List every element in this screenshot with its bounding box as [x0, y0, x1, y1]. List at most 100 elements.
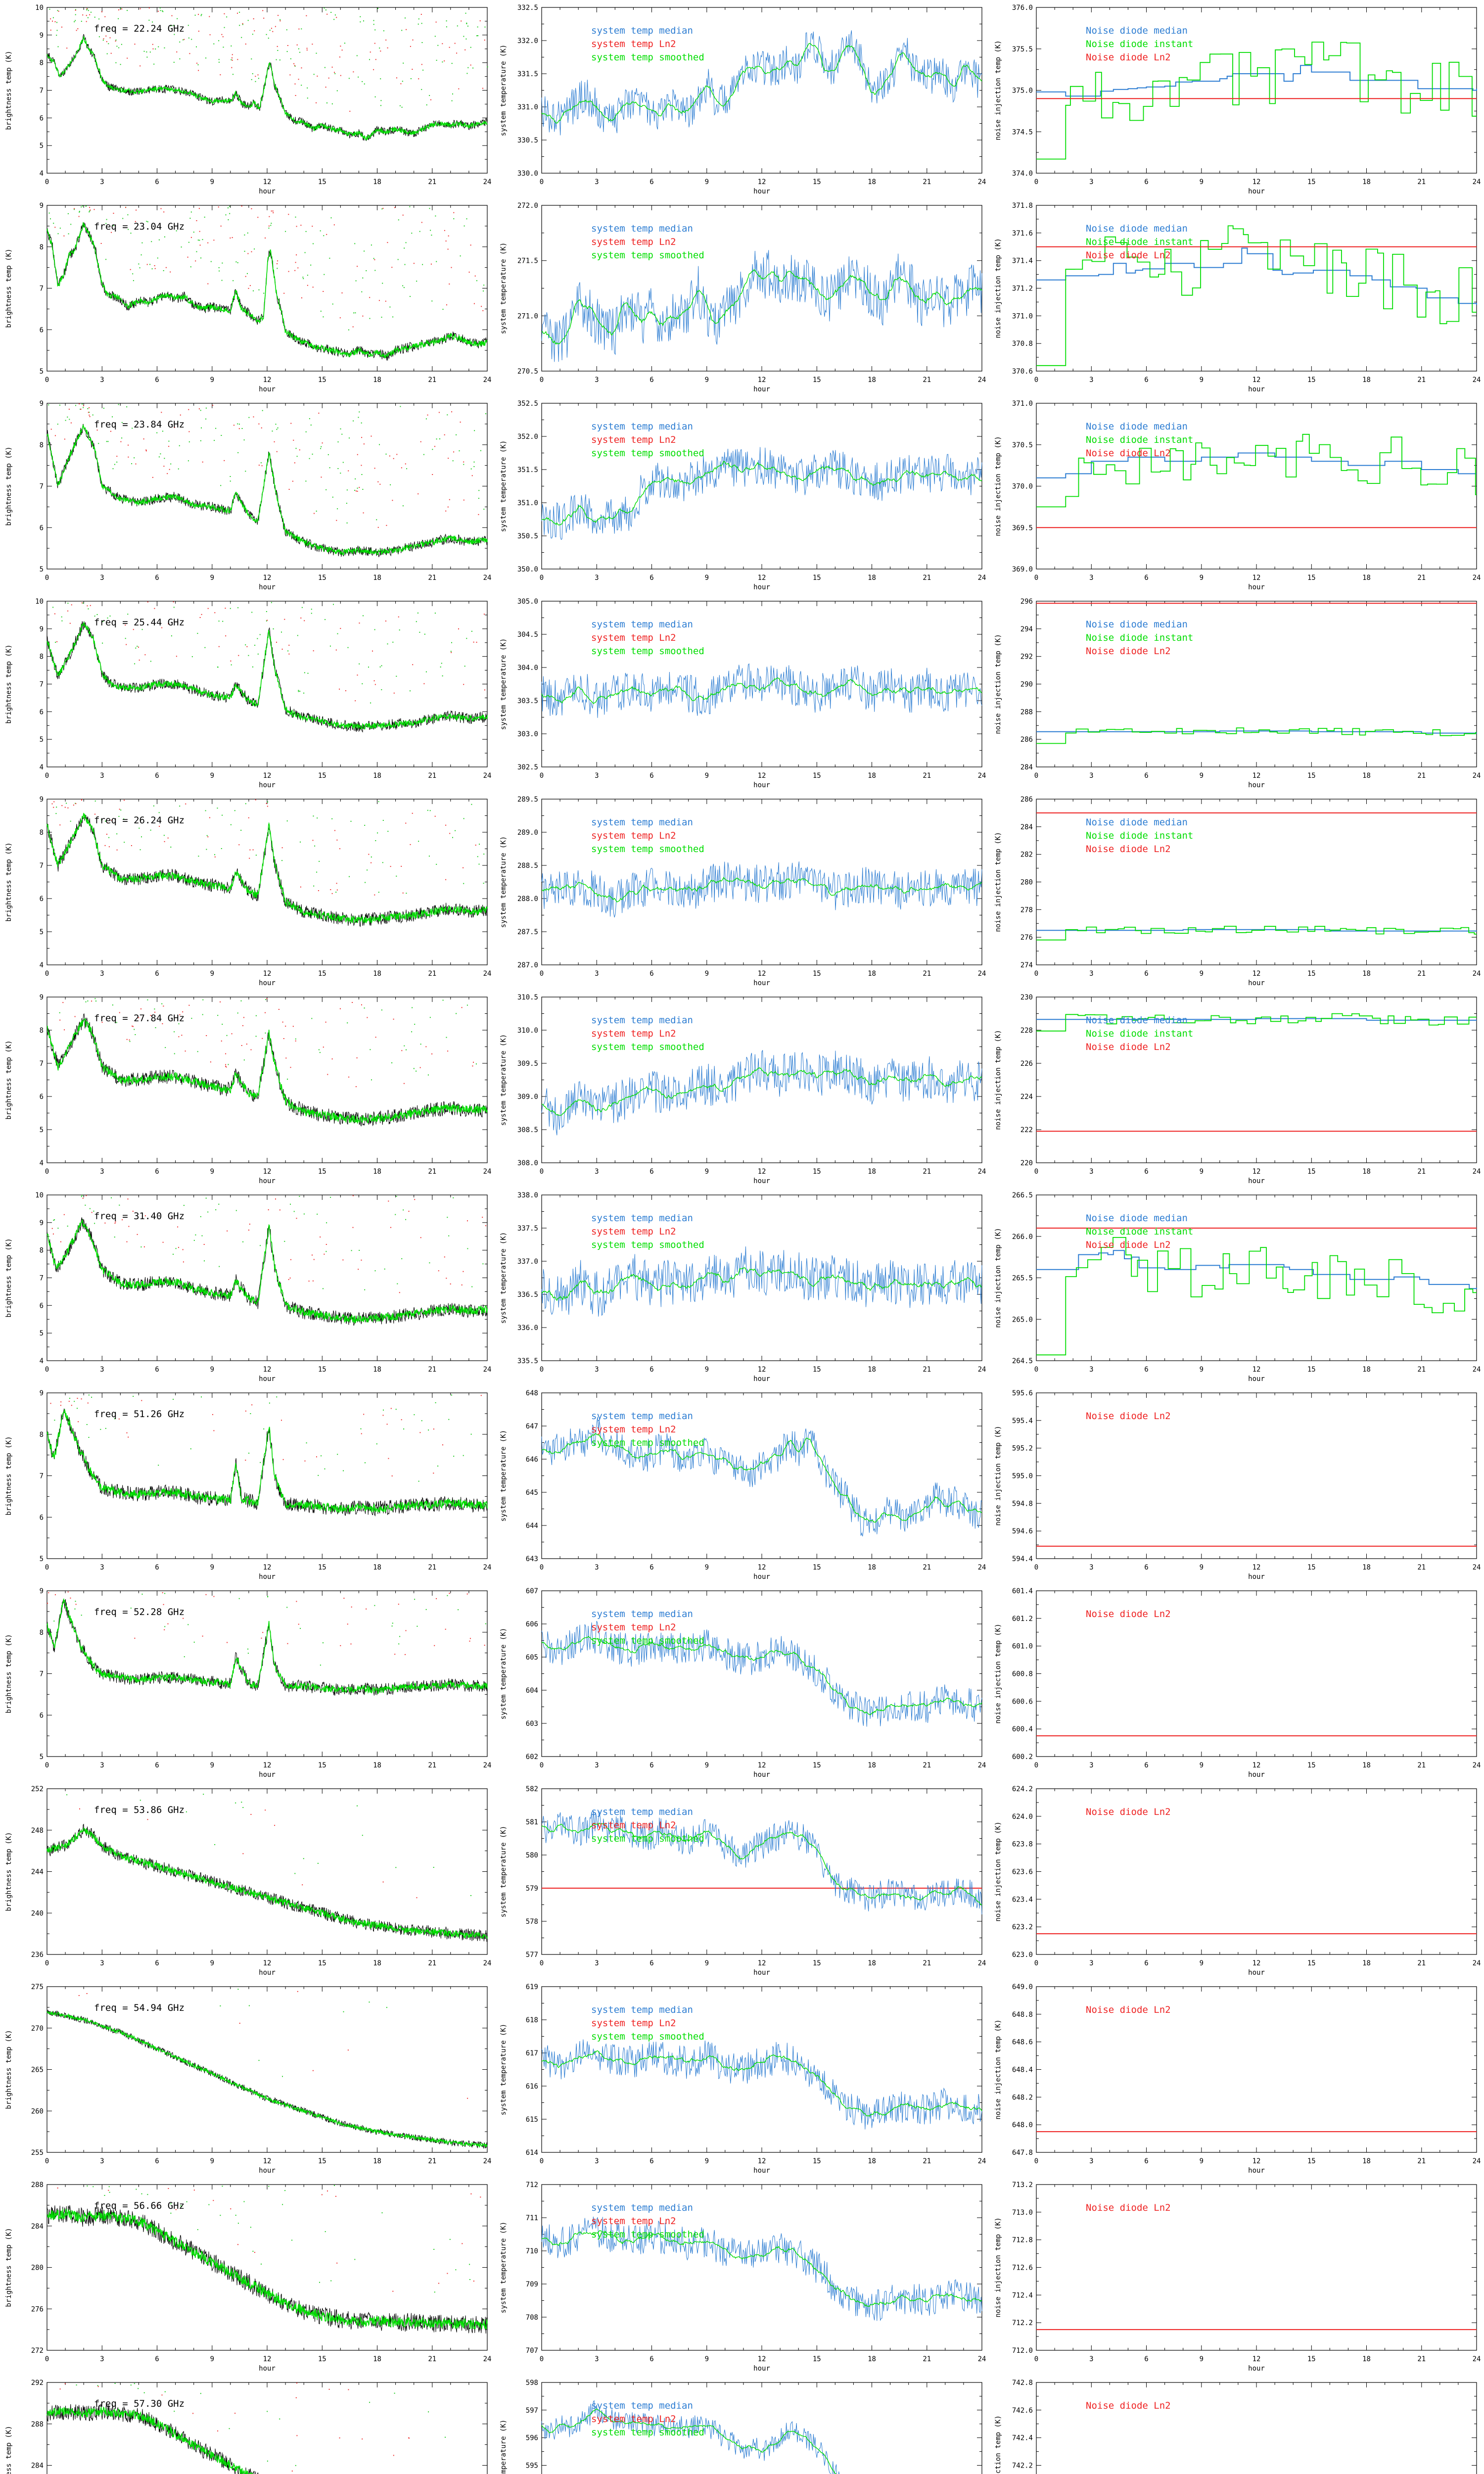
- panel-title: freq = 53.86 GHz: [94, 1805, 185, 1815]
- y-tick-label: 605: [526, 1654, 538, 1662]
- x-tick-label: 18: [1362, 970, 1371, 978]
- x-tick-label: 6: [1144, 178, 1148, 186]
- y-tick-label: 282: [1020, 851, 1033, 859]
- y-tick-label: 288: [31, 2421, 44, 2428]
- x-axis-label: hour: [1248, 979, 1265, 987]
- y-tick-label: 244: [31, 1868, 44, 1876]
- y-tick-label: 6: [40, 326, 44, 334]
- panel-r6-left: 0 3 6 9 12 15 18 21 24 hour 4 5 6 7 8 9 brightness temp …: [0, 990, 495, 1188]
- x-tick-label: 18: [1362, 1564, 1371, 1571]
- system-temp-smoothed-trace: [541, 1636, 982, 1715]
- x-tick-label: 18: [868, 1564, 876, 1571]
- x-axis-label: hour: [259, 1375, 276, 1383]
- x-tick-label: 21: [923, 2157, 931, 2165]
- y-tick-label: 9: [40, 625, 44, 633]
- x-tick-label: 21: [428, 574, 436, 582]
- y-tick-label: 265.5: [1012, 1275, 1033, 1283]
- chart-r8-right: 0 3 6 9 12 15 18 21 24 hour 594.4 594.6 594.8 595.0 59…: [994, 1389, 1481, 1581]
- x-tick-label: 6: [1144, 2355, 1148, 2363]
- brightness-raw-trace: [46, 1013, 488, 1127]
- legend-entry: Noise diode median: [1086, 619, 1188, 630]
- x-tick-label: 9: [210, 1168, 214, 1176]
- x-axis-label: hour: [259, 1573, 276, 1581]
- noise-diode-median-steps: [1036, 452, 1477, 478]
- y-tick-label: 595.0: [1012, 1473, 1033, 1480]
- y-tick-label: 710: [526, 2247, 538, 2255]
- y-tick-label: 371.0: [1012, 312, 1033, 320]
- legend-entry: Noise diode instant: [1086, 632, 1193, 643]
- y-tick-label: 8: [40, 1629, 44, 1637]
- legend-entry: system temp Ln2: [591, 39, 676, 49]
- system-temp-median-trace: [541, 447, 982, 540]
- y-tick-label: 742.6: [1012, 2407, 1033, 2415]
- panel-r9-left: 0 3 6 9 12 15 18 21 24 hour 5 6 7 8 9 brightness temp (…: [0, 1583, 495, 1781]
- y-tick-label: 266.0: [1012, 1233, 1033, 1241]
- panel-r8-right: 0 3 6 9 12 15 18 21 24 hour 594.4 594.6 594.8 595.0 59…: [989, 1385, 1484, 1583]
- x-tick-label: 0: [1034, 772, 1038, 780]
- y-tick-label: 337.5: [517, 1225, 538, 1233]
- x-tick-label: 12: [758, 574, 766, 582]
- panel-r2-right: 0 3 6 9 12 15 18 21 24 hour 370.6 370.8 371.0 371.2 37…: [989, 198, 1484, 396]
- legend-entry: system temp Ln2: [591, 434, 676, 445]
- y-tick-label: 7: [40, 483, 44, 491]
- x-tick-label: 21: [428, 178, 436, 186]
- y-tick-label: 265: [31, 2066, 44, 2074]
- y-axis-label: system temperature (K): [500, 2024, 508, 2115]
- panel-r5-right: 0 3 6 9 12 15 18 21 24 hour 274 276 278 280 282 284 286 n…: [989, 792, 1484, 990]
- x-tick-label: 15: [813, 2355, 821, 2363]
- legend-entry: system temp smoothed: [591, 1239, 704, 1250]
- chart-r13-mid: 03691215182124hour592593594595596597598s…: [500, 2379, 982, 2474]
- brightness-smoothed-trace: [46, 2010, 488, 2148]
- y-tick-label: 600.4: [1012, 1725, 1033, 1733]
- system-temp-median-trace: [541, 861, 982, 918]
- system-temp-median-trace: [541, 2216, 982, 2322]
- y-tick-label: 376.0: [1012, 4, 1033, 12]
- chart-r8-mid: 0 3 6 9 12 15 18 21 24 hour 643 644 645 646 647 648 syst…: [500, 1389, 986, 1581]
- y-axis-label: brightness temp (K): [5, 2228, 13, 2307]
- y-tick-label: 597: [526, 2407, 538, 2415]
- x-tick-label: 3: [100, 574, 104, 582]
- x-tick-label: 6: [649, 178, 653, 186]
- x-tick-label: 12: [263, 1168, 272, 1176]
- x-tick-label: 0: [45, 178, 49, 186]
- y-tick-label: 6: [40, 895, 44, 903]
- x-tick-label: 3: [1089, 178, 1093, 186]
- x-tick-label: 3: [100, 1761, 104, 1769]
- y-tick-label: 252: [31, 1785, 44, 1793]
- y-axis-label: brightness temp (K): [5, 1634, 13, 1713]
- x-tick-label: 21: [1417, 376, 1426, 384]
- x-tick-label: 24: [483, 772, 492, 780]
- flagged-points-green: [49, 7, 488, 108]
- x-tick-label: 0: [540, 2355, 544, 2363]
- chart-r10-right: 0 3 6 9 12 15 18 21 24 hour 623.0 623.2 623.4 623.6 62…: [994, 1785, 1481, 1977]
- x-tick-label: 12: [758, 772, 766, 780]
- x-axis-label: hour: [753, 1375, 770, 1383]
- legend-entry: system temp median: [591, 1609, 693, 1619]
- x-tick-label: 0: [1034, 1366, 1038, 1374]
- x-tick-label: 24: [978, 970, 986, 978]
- x-tick-label: 18: [1362, 772, 1371, 780]
- x-tick-label: 21: [428, 1564, 436, 1571]
- x-tick-label: 3: [595, 772, 599, 780]
- x-tick-label: 12: [1252, 2157, 1261, 2165]
- x-tick-label: 24: [483, 376, 492, 384]
- panel-title: freq = 51.26 GHz: [94, 1409, 185, 1420]
- x-tick-label: 18: [868, 1959, 876, 1967]
- x-tick-label: 18: [1362, 2355, 1371, 2363]
- y-axis-label: noise injection temp (K): [994, 238, 1002, 338]
- x-tick-label: 3: [595, 2157, 599, 2165]
- legend-entry: system temp Ln2: [591, 2216, 676, 2227]
- chart-r7-mid: 0 3 6 9 12 15 18 21 24 hour 335.5 336.0 336.5 337.0 33…: [500, 1191, 986, 1383]
- x-tick-label: 18: [868, 2355, 876, 2363]
- chart-r12-mid: 0 3 6 9 12 15 18 21 24 hour 707 708 709 710 711 712 syst…: [500, 2181, 986, 2373]
- y-tick-label: 288.0: [517, 895, 538, 903]
- panel-title: freq = 23.84 GHz: [94, 419, 185, 430]
- x-tick-label: 0: [540, 772, 544, 780]
- flagged-points-red: [47, 1591, 485, 1655]
- y-tick-label: 708: [526, 2314, 538, 2322]
- x-tick-label: 12: [263, 376, 272, 384]
- brightness-raw-trace: [46, 1217, 488, 1326]
- y-tick-label: 369.5: [1012, 524, 1033, 532]
- x-tick-label: 21: [428, 970, 436, 978]
- x-tick-label: 24: [483, 1366, 492, 1374]
